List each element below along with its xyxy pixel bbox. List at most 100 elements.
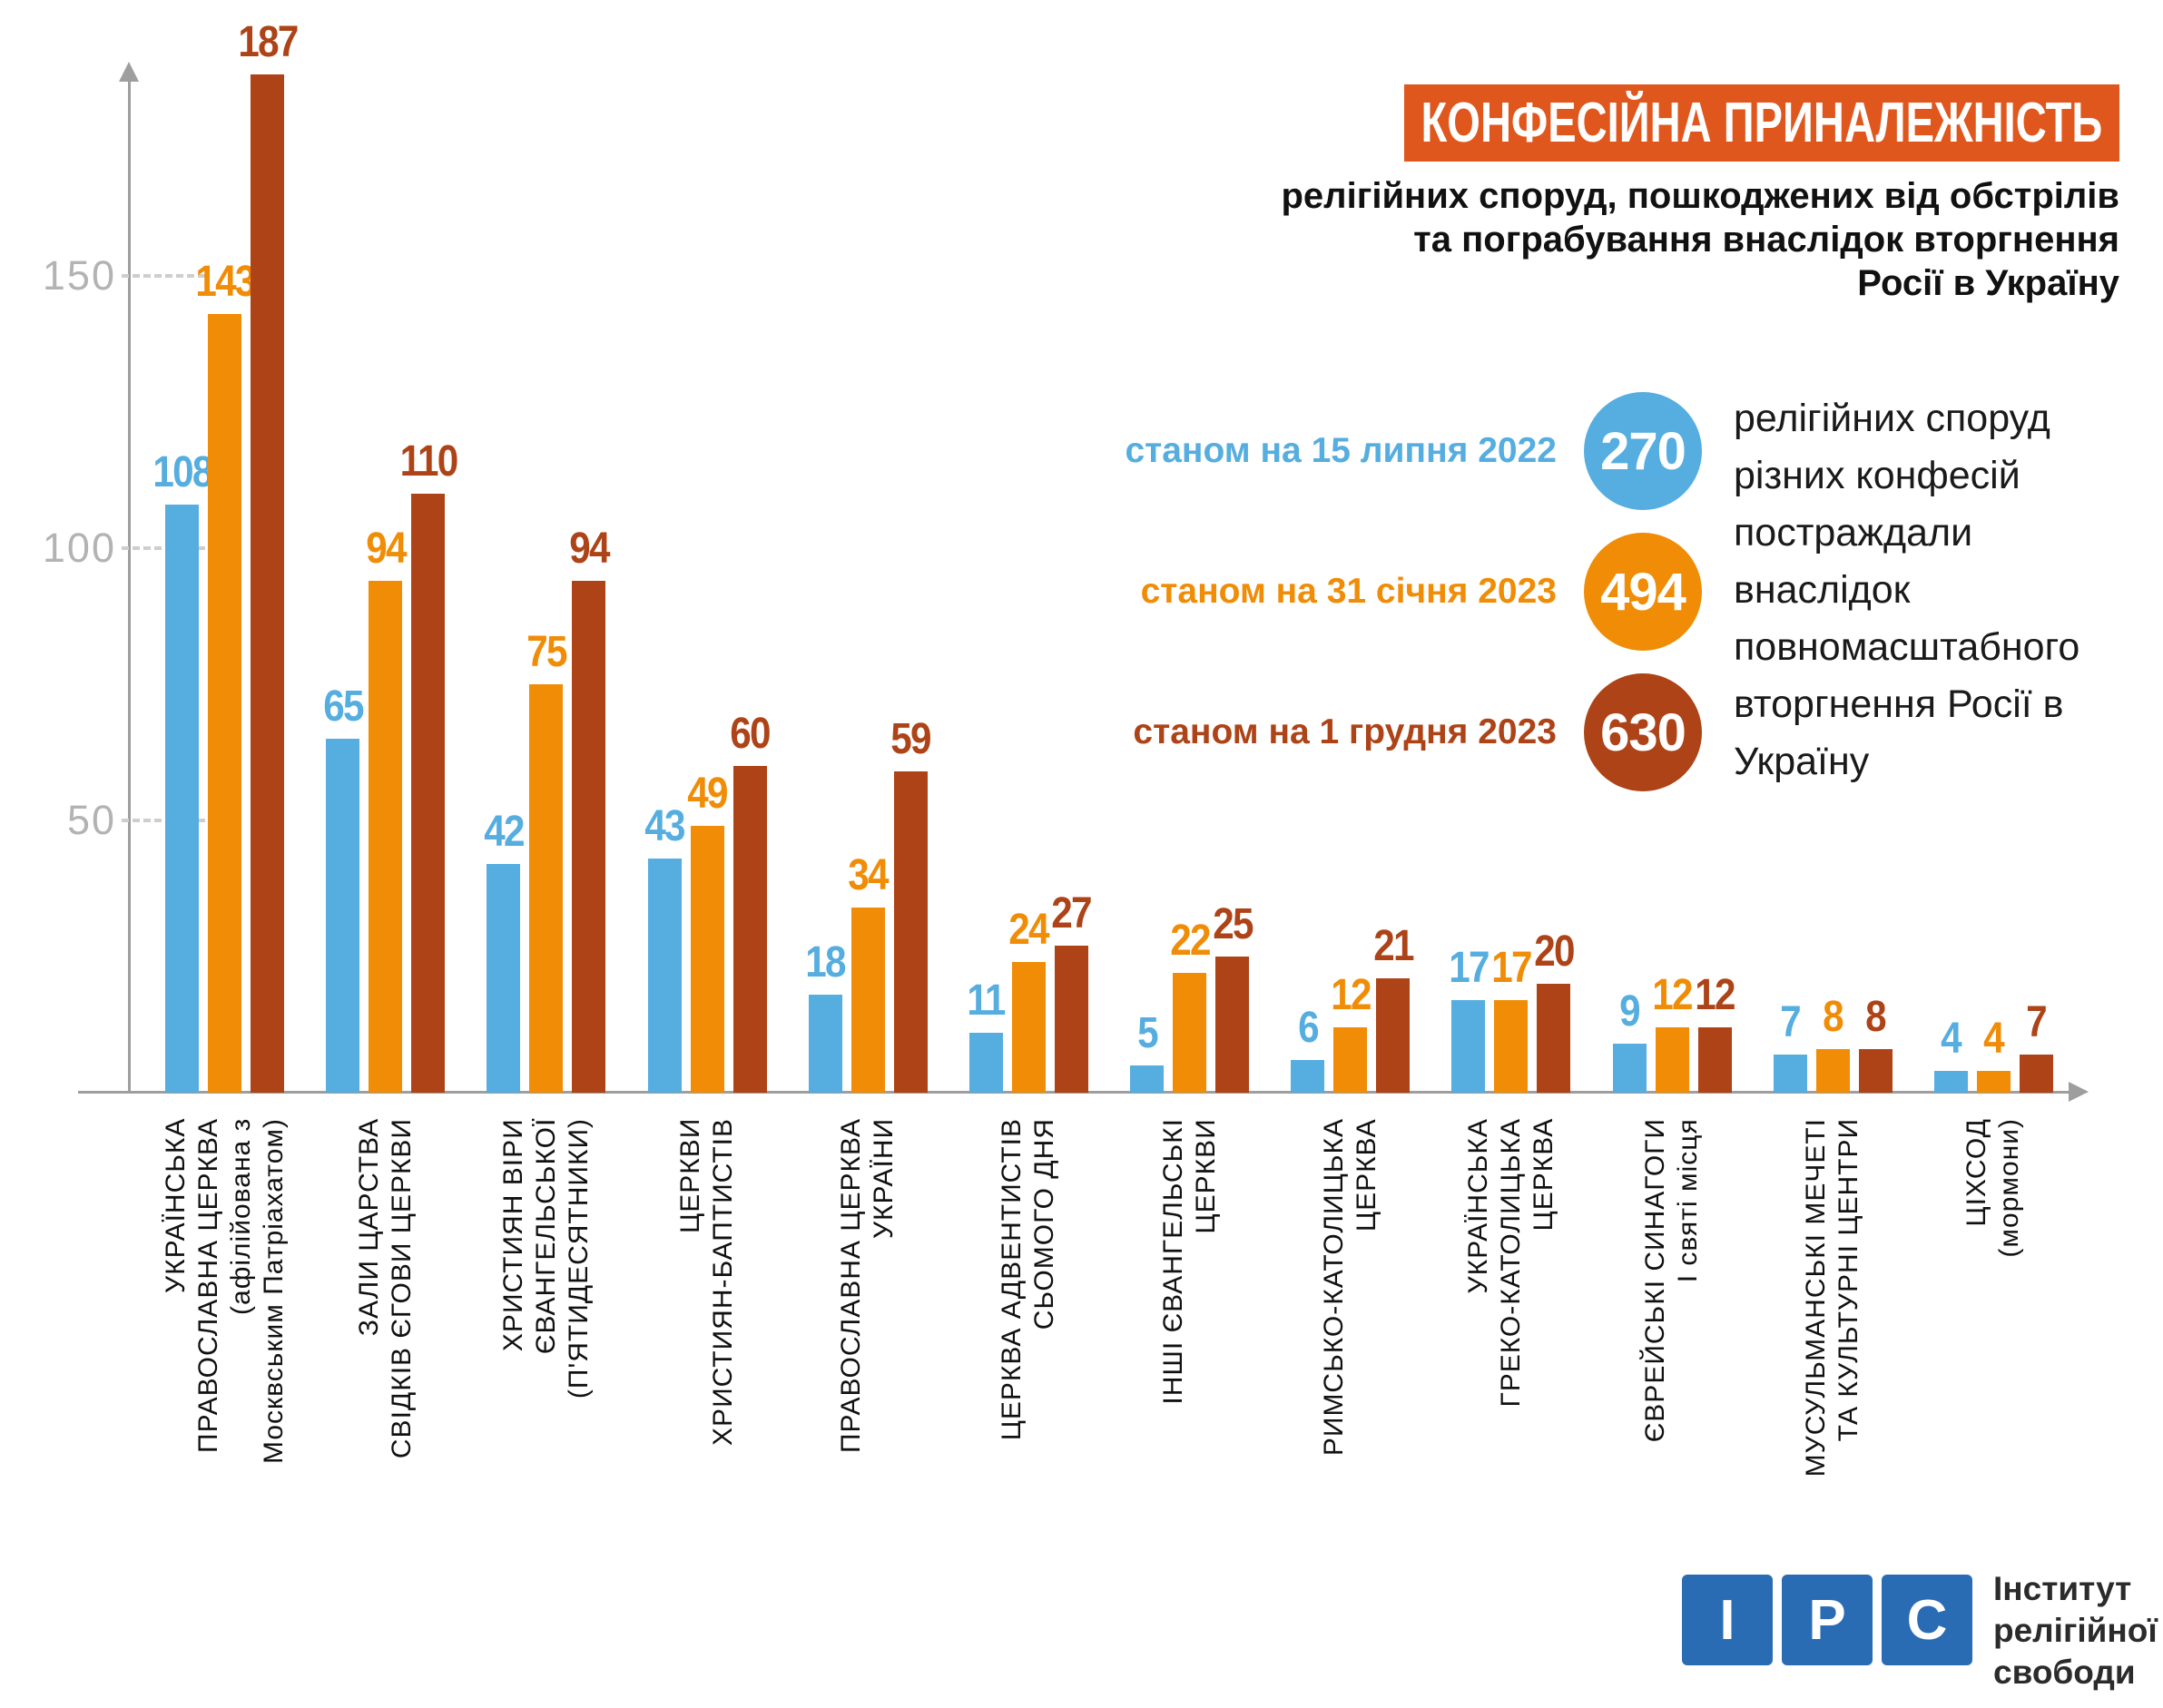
bar-group: 108 143 187 bbox=[152, 18, 299, 1093]
bar: 34 bbox=[848, 851, 890, 1093]
bar: 108 bbox=[152, 448, 213, 1093]
bar: 42 bbox=[484, 808, 525, 1093]
bar: 17 bbox=[1491, 944, 1532, 1093]
x-label-cell: РИМСЬКО-КАТОЛИЦЬКА ЦЕРКВА bbox=[1291, 1118, 1410, 1663]
irs-logo-letter: С bbox=[1906, 1588, 1948, 1652]
bar-group: 11 24 27 bbox=[968, 889, 1093, 1093]
bar-value-label: 18 bbox=[805, 938, 846, 987]
bar-value-label: 27 bbox=[1051, 889, 1093, 937]
bar-value-label: 20 bbox=[1534, 928, 1575, 976]
bar-group: 9 12 12 bbox=[1612, 971, 1736, 1093]
x-label-cell: ПРАВОСЛАВНА ЦЕРКВА УКРАЇНИ bbox=[809, 1118, 928, 1663]
bar-value-label: 5 bbox=[1136, 1009, 1158, 1057]
bar: 18 bbox=[805, 938, 847, 1093]
bar-value-label: 7 bbox=[1780, 998, 1801, 1046]
y-tick-gridline bbox=[122, 546, 205, 550]
bar: 43 bbox=[644, 802, 686, 1093]
bar-value-label: 187 bbox=[237, 18, 299, 66]
bar-groups: 108 143 187 65 94 110 42 75 94 43 49 60 18 34 59 11 24 27… bbox=[152, 18, 2053, 1093]
bar-value-label: 65 bbox=[322, 682, 364, 731]
bar: 187 bbox=[238, 18, 299, 1093]
bar-value-label: 7 bbox=[2026, 998, 2048, 1046]
bar: 75 bbox=[526, 628, 567, 1093]
x-category-label: РИМСЬКО-КАТОЛИЦЬКА ЦЕРКВА bbox=[1318, 1118, 1381, 1457]
bar-value-label: 8 bbox=[1823, 993, 1843, 1041]
bar-value-label: 60 bbox=[730, 710, 771, 758]
bar-value-label: 22 bbox=[1169, 917, 1211, 965]
bar: 94 bbox=[569, 525, 610, 1093]
x-category-label: ЦЕРКВИ ХРИСТИЯН-БАПТИСТІВ bbox=[675, 1118, 739, 1446]
bar: 17 bbox=[1449, 944, 1490, 1093]
legend-total-value: 270 bbox=[1600, 421, 1686, 481]
x-category-label: ЄВРЕЙСЬКІ СИНАГОГИ І святі місця bbox=[1640, 1118, 1704, 1443]
irs-logo-letter: І bbox=[1719, 1588, 1735, 1652]
bar: 110 bbox=[399, 437, 458, 1093]
bar-value-label: 9 bbox=[1619, 987, 1640, 1036]
bar: 9 bbox=[1612, 987, 1647, 1093]
x-category-label: ІНШІ ЄВАНГЕЛЬСЬКІ ЦЕРКВИ bbox=[1157, 1118, 1221, 1405]
x-category-label: МУСУЛЬМАНСЬКІ МЕЧЕТІ ТА КУЛЬТУРНІ ЦЕНТРИ bbox=[1801, 1118, 1864, 1477]
bar-value-label: 12 bbox=[1652, 971, 1693, 1019]
bar: 7 bbox=[2019, 998, 2053, 1093]
bar-value-label: 25 bbox=[1212, 900, 1254, 948]
bar: 49 bbox=[687, 770, 729, 1093]
bar: 94 bbox=[366, 525, 407, 1093]
x-category-label: УКРАЇНСЬКА ГРЕКО-КАТОЛИЦЬКА ЦЕРКВА bbox=[1462, 1118, 1558, 1408]
bar-value-label: 94 bbox=[365, 525, 407, 573]
bar-value-label: 11 bbox=[967, 977, 1007, 1025]
bar-group: 65 94 110 bbox=[322, 437, 458, 1093]
bar-group: 43 49 60 bbox=[644, 710, 772, 1093]
bar-group: 6 12 21 bbox=[1291, 922, 1414, 1093]
bar: 20 bbox=[1534, 928, 1575, 1093]
bar-value-label: 21 bbox=[1372, 922, 1414, 970]
bar: 59 bbox=[890, 715, 932, 1093]
irs-logo-letter: Р bbox=[1808, 1588, 1846, 1652]
bar: 5 bbox=[1130, 1009, 1165, 1093]
x-category-label: ПРАВОСЛАВНА ЦЕРКВА УКРАЇНИ bbox=[836, 1118, 900, 1454]
x-category-label: УКРАЇНСЬКА ПРАВОСЛАВНА ЦЕРКВА (афілійова… bbox=[160, 1118, 289, 1464]
bar: 27 bbox=[1052, 889, 1093, 1093]
y-tick-label: 100 bbox=[42, 525, 116, 571]
bar-value-label: 43 bbox=[644, 802, 685, 850]
legend-item-label: станом на 15 липня 2022 bbox=[1125, 431, 1557, 470]
legend-total-badge: 270 bbox=[1584, 392, 1702, 510]
bar: 12 bbox=[1695, 971, 1736, 1093]
x-label-cell: УКРАЇНСЬКА ПРАВОСЛАВНА ЦЕРКВА (афілійова… bbox=[161, 1118, 289, 1663]
bar-value-label: 75 bbox=[526, 628, 567, 676]
bar: 24 bbox=[1009, 906, 1050, 1093]
bar-value-label: 12 bbox=[1330, 971, 1372, 1019]
bar-value-label: 34 bbox=[848, 851, 889, 899]
bar: 8 bbox=[1815, 993, 1850, 1093]
legend-item-label: станом на 31 січня 2023 bbox=[1140, 572, 1557, 611]
bar: 7 bbox=[1773, 998, 1807, 1093]
chart-title: КОНФЕСІЙНА ПРИНАЛЕЖНІСТЬ bbox=[1421, 92, 2103, 154]
bar-value-label: 6 bbox=[1297, 1004, 1319, 1052]
bar-group: 17 17 20 bbox=[1449, 928, 1575, 1093]
x-label-cell: ЦЕРКВИ ХРИСТИЯН-БАПТИСТІВ bbox=[648, 1118, 767, 1663]
bar-value-label: 94 bbox=[569, 525, 610, 573]
irs-logo-square: С bbox=[1882, 1575, 1972, 1665]
bar: 12 bbox=[1331, 971, 1372, 1093]
bar-value-label: 8 bbox=[1865, 993, 1886, 1041]
bar: 12 bbox=[1652, 971, 1694, 1093]
legend-total-badge: 494 bbox=[1584, 533, 1702, 651]
legend-item-label: станом на 1 грудня 2023 bbox=[1133, 712, 1557, 751]
bar-value-label: 24 bbox=[1008, 906, 1050, 954]
bar: 25 bbox=[1213, 900, 1254, 1093]
x-label-cell: ЗАЛИ ЦАРСТВА СВІДКІВ ЄГОВИ ЦЕРКВИ bbox=[326, 1118, 445, 1663]
bar-value-label: 4 bbox=[1983, 1015, 2005, 1063]
bar-group: 5 22 25 bbox=[1130, 900, 1254, 1093]
bar: 4 bbox=[1976, 1015, 2011, 1093]
irs-logo-square: І bbox=[1682, 1575, 1773, 1665]
bar: 11 bbox=[968, 977, 1007, 1093]
bar: 22 bbox=[1170, 917, 1211, 1093]
legend-description: релігійних споруд різних конфесій постра… bbox=[1734, 397, 2080, 783]
legend-total-value: 630 bbox=[1600, 702, 1686, 762]
bar: 21 bbox=[1373, 922, 1414, 1093]
chart-title-box: КОНФЕСІЙНА ПРИНАЛЕЖНІСТЬ bbox=[1404, 84, 2119, 162]
legend-total-badge: 630 bbox=[1584, 673, 1702, 791]
bar-value-label: 49 bbox=[687, 770, 728, 818]
y-tick-label: 150 bbox=[42, 252, 116, 299]
